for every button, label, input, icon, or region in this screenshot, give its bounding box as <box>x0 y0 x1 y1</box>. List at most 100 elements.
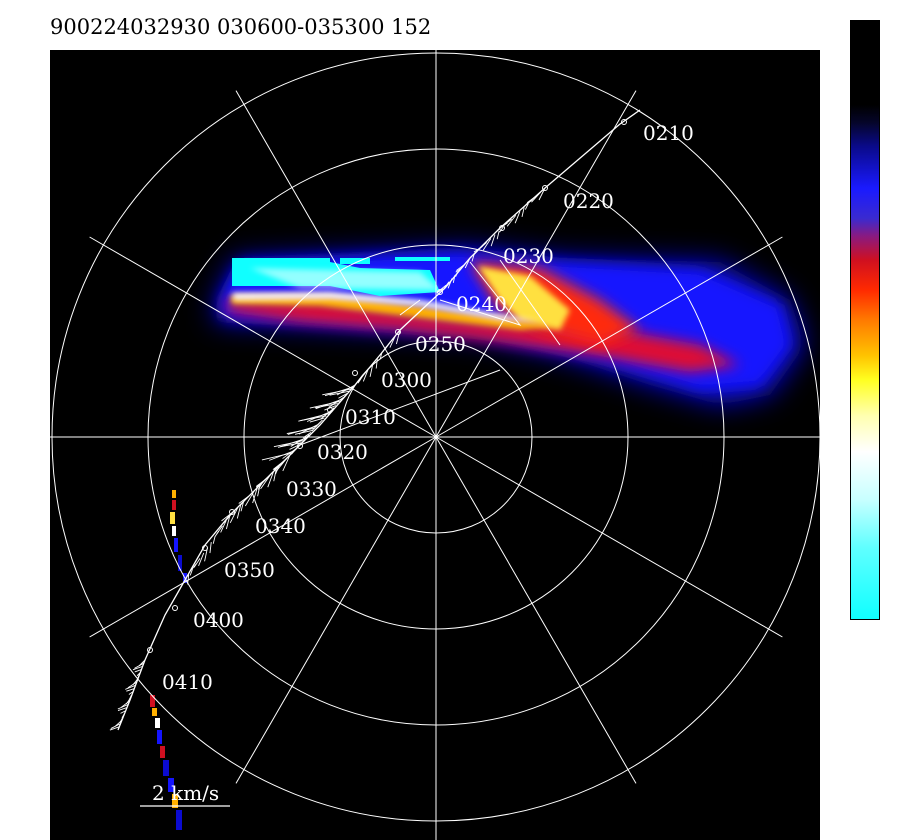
time-label: 0220 <box>563 189 614 213</box>
velocity-vector <box>490 234 496 247</box>
scale-bar-label: 2 km/s <box>152 781 219 805</box>
velocity-vector <box>294 429 314 435</box>
scale-bar: 2 km/s <box>140 781 230 807</box>
plot-background <box>50 50 820 840</box>
velocity-vector <box>267 471 275 488</box>
velocity-vector <box>126 688 135 692</box>
velocity-vector <box>209 542 212 554</box>
plot-title: 900224032930 030600-035300 152 <box>50 15 432 39</box>
velocity-vector <box>261 452 293 461</box>
velocity-vector <box>280 442 302 448</box>
velocity-vector <box>362 368 369 382</box>
velocity-vector <box>289 444 300 450</box>
velocity-vector <box>531 191 542 203</box>
velocity-vector <box>252 487 258 504</box>
velocity-vector <box>273 462 283 470</box>
time-label: 0340 <box>255 514 306 538</box>
velocity-vector <box>436 288 444 294</box>
velocity-vector <box>244 490 255 507</box>
velocity-vector <box>198 552 205 567</box>
velocity-vector <box>506 214 517 227</box>
velocity-vector <box>329 390 350 396</box>
velocity-vector <box>309 417 325 423</box>
velocity-vector <box>272 460 285 471</box>
velocity-vectors <box>109 187 546 731</box>
velocity-vector <box>441 281 450 292</box>
velocity-vector <box>134 662 144 669</box>
velocity-vector <box>110 723 121 729</box>
velocity-vector <box>189 569 193 576</box>
velocity-vector <box>455 271 459 277</box>
velocity-vector <box>117 707 127 711</box>
velocity-vector <box>395 329 401 345</box>
velocity-vector <box>275 465 280 475</box>
time-label: 0320 <box>317 440 368 464</box>
velocity-vector <box>538 187 546 201</box>
velocity-vector <box>369 362 374 377</box>
velocity-vector <box>473 245 483 253</box>
velocity-vector <box>322 388 352 396</box>
velocity-vector <box>221 511 234 522</box>
velocity-vector <box>357 373 365 384</box>
velocity-vector <box>455 267 462 273</box>
time-label: 0240 <box>456 292 507 316</box>
velocity-vector <box>236 503 242 519</box>
velocity-vector <box>382 346 387 353</box>
velocity-vector <box>314 403 338 409</box>
velocity-vector <box>121 713 125 719</box>
velocity-vector <box>447 278 453 289</box>
velocity-vector <box>286 427 315 435</box>
velocity-vector <box>354 379 360 386</box>
velocity-vector <box>338 395 346 404</box>
velocity-vector <box>514 211 521 224</box>
velocity-vector <box>291 446 298 455</box>
velocity-vector <box>389 335 396 348</box>
velocity-vector <box>309 401 340 409</box>
velocity-vector <box>240 501 245 512</box>
velocity-vector <box>499 226 504 233</box>
time-label: 0210 <box>643 121 694 145</box>
velocity-vector <box>524 203 529 210</box>
velocity-vector <box>521 207 525 217</box>
velocity-vector <box>120 710 126 714</box>
velocity-vector <box>125 685 136 690</box>
velocity-vector <box>526 195 537 204</box>
velocity-vector <box>464 257 471 269</box>
velocity-vector <box>134 669 142 673</box>
colorbar <box>850 20 880 620</box>
time-label: 0230 <box>503 244 554 268</box>
velocity-vector <box>187 574 190 585</box>
velocity-vector <box>256 479 266 487</box>
velocity-vector <box>127 681 137 689</box>
velocity-vector <box>132 665 143 671</box>
velocity-vector <box>260 473 272 490</box>
velocity-vector <box>229 506 239 523</box>
time-label: 0310 <box>345 405 396 429</box>
velocity-vector <box>499 222 508 229</box>
velocity-vector <box>121 701 130 708</box>
velocity-vector <box>238 495 250 504</box>
velocity-vector <box>117 704 129 710</box>
time-label: 0400 <box>193 608 244 632</box>
velocity-vector <box>191 563 197 570</box>
time-label: 0330 <box>286 477 337 501</box>
velocity-vector <box>136 672 141 677</box>
velocity-vector <box>379 351 383 360</box>
velocity-vector <box>525 199 533 205</box>
velocity-vector <box>375 357 378 369</box>
echo-region-upper <box>215 248 805 405</box>
velocity-vector <box>257 484 261 497</box>
velocity-vector <box>452 274 456 283</box>
velocity-vectors-detail <box>299 259 561 446</box>
velocity-vector <box>282 454 291 472</box>
velocity-vector <box>273 468 277 482</box>
velocity-vector <box>273 440 304 448</box>
time-label: 0410 <box>162 670 213 694</box>
velocity-vector <box>220 520 227 533</box>
velocity-vector <box>496 230 500 240</box>
velocity-vector <box>324 405 337 411</box>
velocity-vector <box>482 238 492 251</box>
velocity-vector <box>204 547 208 562</box>
